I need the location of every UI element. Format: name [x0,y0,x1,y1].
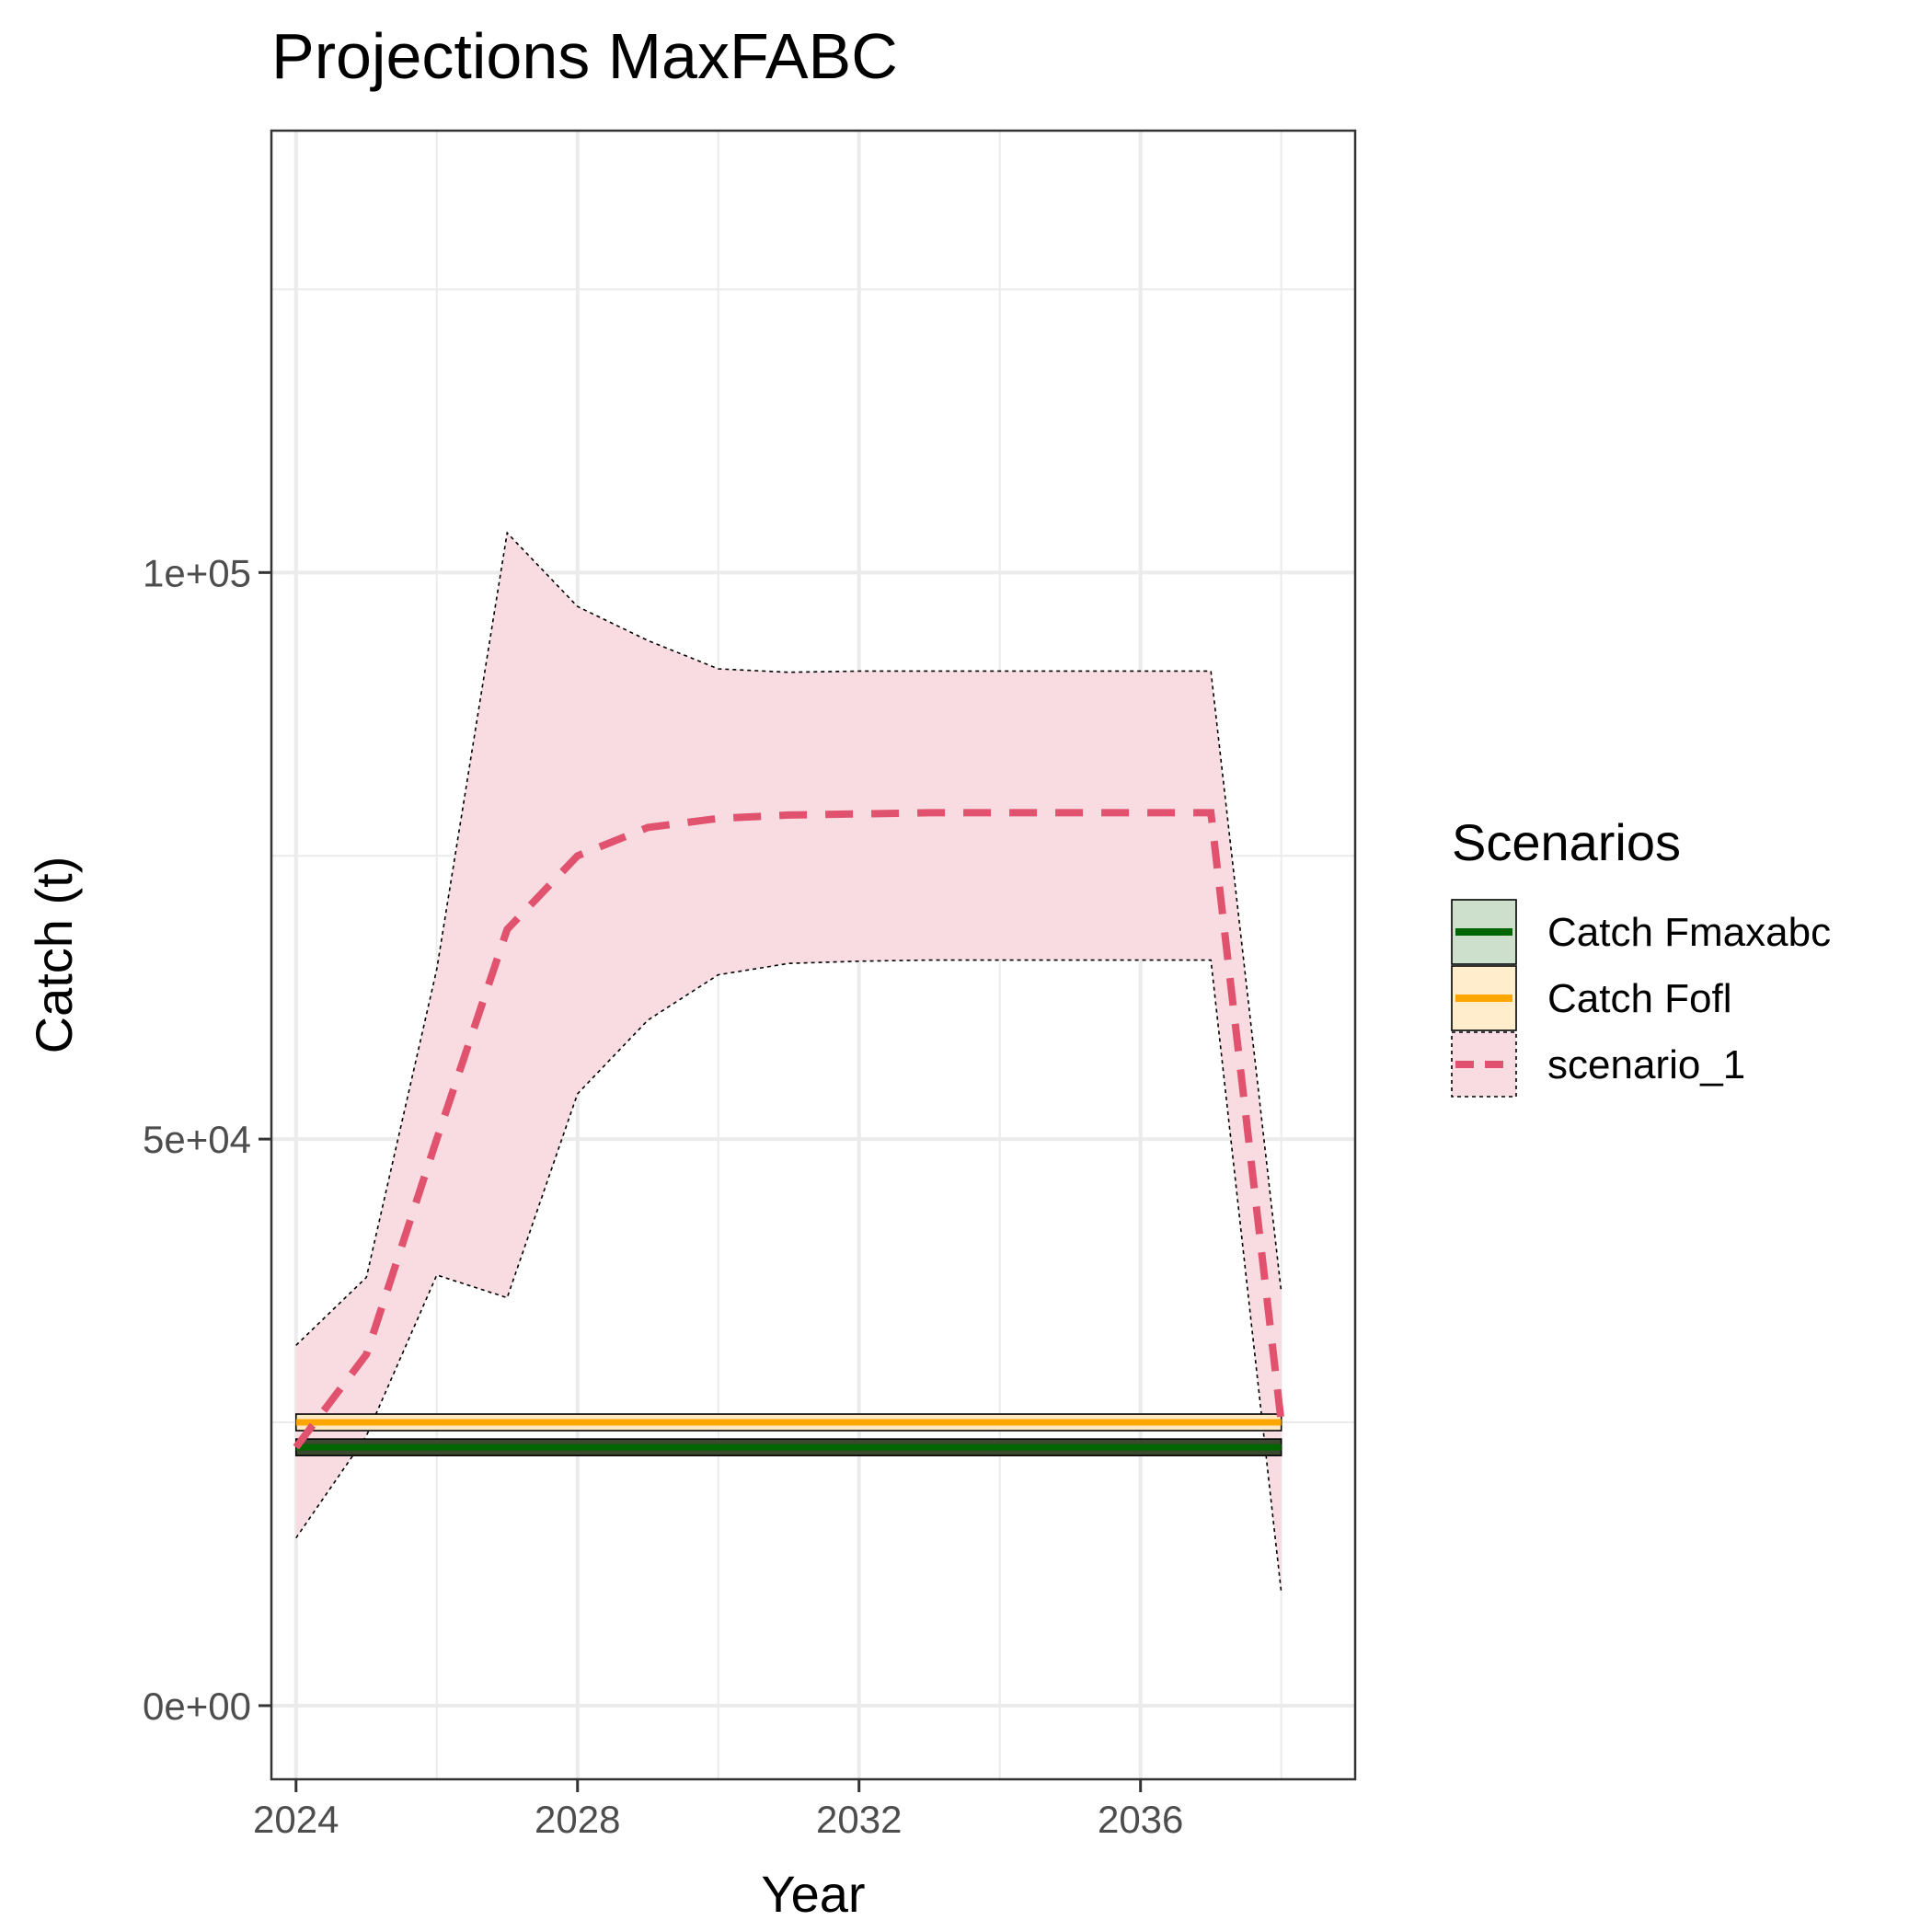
x-tick-label: 2032 [816,1798,902,1841]
legend-label: scenario_1 [1547,1042,1745,1087]
y-tick-label: 5e+04 [143,1118,251,1161]
legend-title: Scenarios [1452,813,1681,871]
y-tick-label: 1e+05 [143,551,251,594]
series-lines [293,809,1285,1456]
y-tick-label: 0e+00 [143,1685,251,1728]
legend-label: Catch Fmaxabc [1547,910,1831,955]
scenario-1-lower-bound [295,959,1282,1593]
legend: Scenarios Catch Fmaxabc Catch Fofl scenari… [1451,813,1831,1098]
legend-item: Catch Fmaxabc [1451,899,1831,965]
x-tick-label: 2028 [535,1798,620,1841]
x-tick-label: 2036 [1098,1798,1183,1841]
confidence-ribbon [295,531,1282,1593]
chart-title: Projections MaxFABC [271,20,898,92]
legend-label: Catch Fofl [1547,976,1732,1021]
legend-item: scenario_1 [1451,1031,1745,1098]
x-axis-title: Year [761,1865,865,1923]
axes: 2024 2028 2032 2036 0e+00 5e+04 1e+05 [143,551,1183,1841]
legend-item: Catch Fofl [1451,965,1732,1031]
y-axis-title: Catch (t) [25,857,83,1054]
x-tick-label: 2024 [253,1798,339,1841]
plot-panel [270,129,1357,1781]
legend-items: Catch Fmaxabc Catch Fofl scenario_1 [1451,899,1831,1098]
scenario-1-line [293,809,1285,1450]
scenario-1-ribbon [295,533,1282,1593]
scenario-1-upper-bound [295,531,1282,1346]
panel-border [270,129,1357,1781]
